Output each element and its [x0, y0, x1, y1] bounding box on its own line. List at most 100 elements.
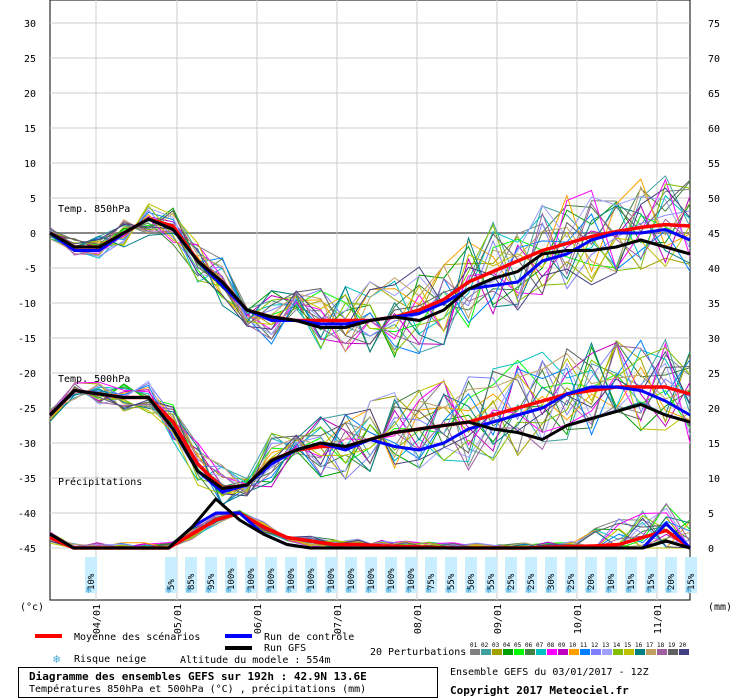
snowflake-icon: ❄	[166, 586, 172, 596]
y-right-unit: (mm)	[708, 602, 732, 613]
y-left-unit: (°c)	[20, 602, 44, 613]
legend-altitude-label: Altitude du modele : 554m	[180, 655, 331, 666]
snow-risk-cell	[405, 557, 417, 593]
snow-risk-value: 100%	[267, 568, 277, 590]
snow-risk-value: 25%	[507, 573, 517, 590]
snow-risk-cell	[385, 557, 397, 593]
y-left-tick: -25	[18, 404, 36, 415]
perturbation-line	[49, 195, 691, 335]
perturb-swatch	[613, 649, 623, 655]
y-left-tick: 20	[24, 89, 36, 100]
snowflake-icon: ❄	[566, 586, 572, 596]
y-left-tick: 5	[30, 194, 36, 205]
perturb-code: 19	[668, 642, 676, 649]
x-tick-label: 10/01	[573, 604, 584, 634]
perturb-code: 05	[514, 642, 522, 649]
perturb-swatch	[602, 649, 612, 655]
perturb-swatch	[569, 649, 579, 655]
x-tick-label: 06/01	[253, 604, 264, 634]
snow-risk-cell	[345, 557, 357, 593]
y-left-tick: -40	[18, 509, 36, 520]
legend-perturb-label: 20 Perturbations	[370, 647, 466, 658]
perturb-code: 06	[525, 642, 533, 649]
snow-risk-value: 25%	[567, 573, 577, 590]
y-right-tick: 60	[708, 124, 720, 135]
y-right-tick: 50	[708, 194, 720, 205]
snow-risk-value: 100%	[227, 568, 237, 590]
snow-risk-cell	[305, 557, 317, 593]
y-right-tick: 20	[708, 404, 720, 415]
snow-risk-value: 10%	[607, 573, 617, 590]
snow-risk-value: 55%	[487, 573, 497, 590]
snowflake-icon: ❄	[486, 586, 492, 596]
snow-risk-cell	[365, 557, 377, 593]
main-lines	[48, 217, 692, 550]
snowflake-icon: ❄	[366, 586, 372, 596]
snow-risk-cell	[665, 557, 677, 593]
x-tick-label: 11/01	[653, 604, 664, 634]
y-left-tick: 10	[24, 159, 36, 170]
snow-risk-cell	[425, 557, 437, 593]
y-left-tick: 0	[30, 229, 36, 240]
snow-risk-cell	[285, 557, 297, 593]
snow-risk-value: 55%	[447, 573, 457, 590]
snow-risk-value: 10%	[87, 573, 97, 590]
perturbation-line	[49, 347, 691, 496]
y-right-tick: 55	[708, 159, 720, 170]
snow-risk-cell	[485, 557, 497, 593]
perturb-code: 08	[547, 642, 555, 649]
y-left-tick: 30	[24, 19, 36, 30]
snowflake-icon: ❄	[226, 586, 232, 596]
series-line-precip	[49, 497, 691, 550]
snowflake-icon: ❄	[606, 586, 612, 596]
footer-title: Diagramme des ensembles GEFS sur 192h : …	[29, 670, 367, 683]
snowflake-icon: ❄	[426, 586, 432, 596]
perturb-code: 13	[602, 642, 610, 649]
perturb-swatch	[547, 649, 557, 655]
plot-area	[49, 0, 691, 601]
snowflake-icon: ❄	[686, 586, 692, 596]
snowflake-icon: ❄	[626, 586, 632, 596]
ensemble-run-label: Ensemble GEFS du 03/01/2017 - 12Z	[450, 667, 649, 678]
panel-label-t850: Temp. 850hPa	[58, 204, 130, 215]
perturbation-line	[49, 350, 691, 497]
y-right-tick: 40	[708, 264, 720, 275]
series-line-t850	[49, 217, 691, 329]
y-right-tick: 5	[708, 509, 714, 520]
panel-label-precip: Précipitations	[58, 476, 142, 488]
snowflake-icon: ❄	[386, 586, 392, 596]
snowflake-icon: ❄	[646, 586, 652, 596]
snow-risk-cell	[645, 557, 657, 593]
snowflake-icon: ❄	[53, 652, 60, 666]
y-left-tick: 15	[24, 124, 36, 135]
snowflake-icon: ❄	[526, 586, 532, 596]
y-right-tick: 35	[708, 299, 720, 310]
snow-risk-value: 25%	[527, 573, 537, 590]
snowflake-icon: ❄	[406, 586, 412, 596]
perturbation-line	[49, 203, 691, 333]
perturb-swatch	[558, 649, 568, 655]
x-axis: 04/01 05/01 06/01 07/01 08/01 09/01 10/01 11/01	[92, 604, 664, 634]
x-tick-label: 07/01	[333, 604, 344, 634]
snow-risk-cell	[585, 557, 597, 593]
footer-subtitle: Températures 850hPa et 500hPa (°C) , pré…	[29, 684, 367, 695]
perturb-code: 09	[558, 642, 566, 649]
y-right-tick: 75	[708, 19, 720, 30]
snowflake-icon: ❄	[206, 586, 212, 596]
perturbation-line	[49, 187, 691, 330]
perturbation-line	[49, 183, 691, 355]
y-left-tick: -20	[18, 369, 36, 380]
snow-risk-cell	[685, 557, 697, 593]
perturb-code: 11	[580, 642, 588, 649]
footer-box: Diagramme des ensembles GEFS sur 192h : …	[18, 667, 438, 698]
perturb-swatch	[657, 649, 667, 655]
perturbation-line	[49, 353, 691, 494]
perturb-code: 20	[679, 642, 687, 649]
y-left-tick: -45	[18, 544, 36, 555]
snowflake-icon: ❄	[246, 586, 252, 596]
perturb-swatch	[624, 649, 634, 655]
y-right-tick: 10	[708, 474, 720, 485]
y-right-tick: 45	[708, 229, 720, 240]
